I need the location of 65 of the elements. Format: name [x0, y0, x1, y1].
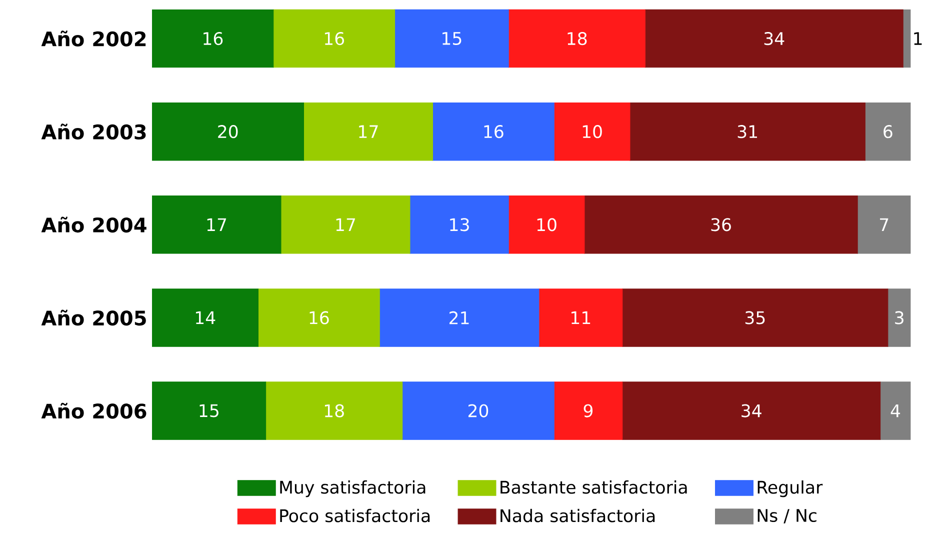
data-label: 17 [359, 125, 378, 138]
data-label: 16 [324, 32, 344, 46]
data-label: 15 [200, 404, 218, 418]
bar [273, 9, 396, 68]
legend-label: Bastante satisfactoria [500, 480, 687, 494]
data-label: 36 [711, 218, 731, 232]
bar [379, 288, 540, 347]
data-label: 17 [336, 218, 356, 231]
data-label: 18 [568, 32, 587, 46]
legend-label: Muy satisfactoria [280, 480, 426, 498]
bar [864, 102, 911, 161]
bar [538, 288, 623, 347]
bar [644, 9, 904, 68]
bar [584, 196, 858, 254]
data-label: 16 [204, 32, 223, 46]
data-label: 16 [484, 125, 504, 138]
bar [554, 102, 630, 161]
bar [303, 102, 433, 161]
data-label: 11 [572, 311, 590, 324]
data-label: 10 [582, 125, 602, 138]
data-label: 9 [584, 404, 593, 418]
legend-label: Ns / Nc [758, 509, 816, 524]
bar [880, 382, 911, 440]
legend-label: Nada satisfactoria [500, 508, 655, 522]
data-label: 3 [895, 311, 904, 324]
bar [258, 288, 380, 347]
bar [622, 382, 881, 440]
bar [280, 196, 410, 254]
bar [266, 382, 403, 440]
data-label: 6 [884, 125, 892, 138]
legend-label: Regular [758, 480, 823, 498]
data-label: 13 [450, 218, 469, 232]
data-label: 16 [310, 311, 329, 324]
bar [410, 196, 509, 254]
y-tick-label: Año 2002 [41, 30, 146, 46]
data-label: 4 [890, 404, 900, 418]
data-label: 14 [196, 311, 216, 324]
data-label: 34 [764, 32, 784, 46]
bar [508, 9, 646, 68]
bar [402, 382, 554, 440]
bar [622, 288, 888, 347]
data-label: 17 [207, 218, 226, 231]
legend-label: Poco satisfactoria [280, 508, 430, 522]
data-label: 20 [218, 125, 238, 138]
bar [630, 102, 866, 161]
data-label: 35 [745, 311, 765, 324]
data-label: 34 [742, 404, 762, 418]
bar [888, 288, 911, 347]
y-tick-label: Año 2004 [41, 216, 146, 233]
data-label: 20 [468, 404, 488, 418]
bar [554, 382, 623, 440]
bar [508, 196, 585, 254]
y-tick-label: Año 2003 [41, 124, 146, 140]
y-tick-label: Año 2006 [41, 402, 146, 419]
data-label: 1 [914, 32, 922, 45]
data-label: 31 [738, 125, 757, 138]
bar [394, 9, 509, 68]
bar [432, 102, 554, 161]
bar [857, 196, 911, 254]
data-label: 18 [324, 404, 344, 418]
data-label: 21 [450, 311, 469, 324]
data-label: 15 [442, 32, 462, 45]
data-label: 7 [880, 218, 888, 231]
y-tick-label: Año 2005 [41, 310, 146, 326]
data-label: 10 [537, 218, 556, 232]
